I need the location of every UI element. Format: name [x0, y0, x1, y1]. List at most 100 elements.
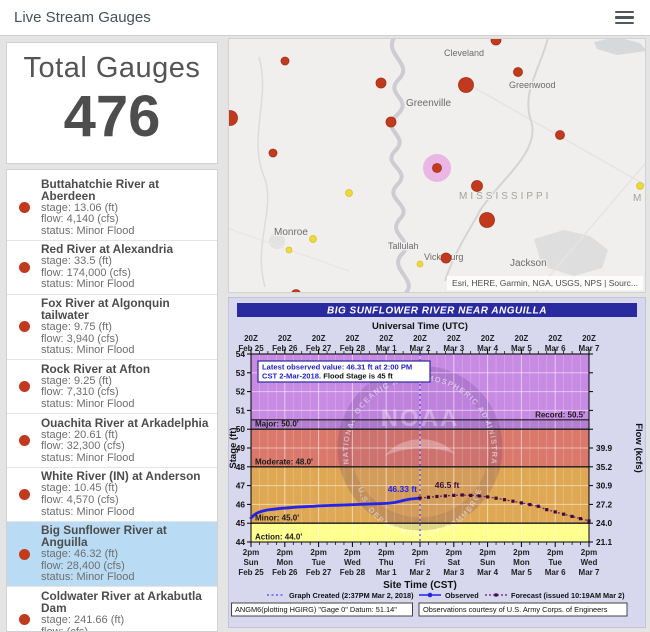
- gauge-flow: flow: 4,140 (cfs): [41, 213, 119, 226]
- gauge-status: status: Minor Flood: [41, 278, 135, 291]
- svg-text:Mar 1: Mar 1: [376, 344, 397, 353]
- gauge-status: status: Minor Flood: [41, 571, 135, 584]
- gauge-flow: flow: 28,400 (cfs): [41, 559, 125, 572]
- gauge-name: Rock River at Afton: [41, 361, 151, 376]
- gauge-list-item[interactable]: Ouachita River at Arkadelphia stage: 20.…: [7, 414, 217, 468]
- svg-text:CST 2-Mar-2018. Flood Stage is: CST 2-Mar-2018. Flood Stage is 45 ft: [262, 372, 393, 381]
- gauge-dot[interactable]: [309, 235, 317, 243]
- svg-text:2pm: 2pm: [344, 548, 360, 557]
- gauge-dot[interactable]: [280, 56, 290, 66]
- svg-text:Feb 28: Feb 28: [340, 568, 366, 577]
- gauge-flow: flow: (cfs): [41, 625, 89, 632]
- svg-text:Mar 4: Mar 4: [477, 344, 498, 353]
- map-label: Cleveland: [444, 48, 484, 58]
- svg-text:20Z: 20Z: [312, 334, 326, 343]
- svg-text:20Z: 20Z: [346, 334, 360, 343]
- gauge-dot[interactable]: [432, 163, 442, 173]
- gauge-status: status: Minor Flood: [41, 505, 135, 518]
- svg-text:20Z: 20Z: [481, 334, 495, 343]
- svg-text:35.2: 35.2: [596, 462, 613, 472]
- svg-text:20Z: 20Z: [582, 334, 596, 343]
- svg-text:2pm: 2pm: [243, 548, 259, 557]
- svg-text:39.9: 39.9: [596, 443, 613, 453]
- svg-text:Major: 50.0': Major: 50.0': [255, 420, 299, 429]
- map-canvas[interactable]: Cleveland Greenwood Greenville MISSISSIPPI M…: [229, 39, 646, 293]
- gauge-list-item[interactable]: Buttahatchie River at Aberdeen stage: 13…: [7, 175, 217, 241]
- gauge-list-item[interactable]: Red River at Alexandria stage: 33.5 (ft)…: [7, 241, 217, 295]
- hamburger-menu-icon[interactable]: [613, 7, 636, 29]
- svg-text:47: 47: [236, 481, 246, 491]
- gauge-dot[interactable]: [285, 246, 293, 254]
- gauge-status: status: Minor Flood: [41, 398, 135, 411]
- map-panel[interactable]: Cleveland Greenwood Greenville MISSISSIPPI M…: [228, 38, 646, 293]
- chart-top-axis-title: Universal Time (UTC): [372, 321, 468, 332]
- chart-bottom-axis-title: Site Time (CST): [383, 580, 457, 591]
- gauge-dot[interactable]: [416, 260, 424, 268]
- svg-text:2pm: 2pm: [513, 548, 529, 557]
- gauge-dot[interactable]: [471, 180, 483, 192]
- gauge-stage: stage: 20.61 (ft): [41, 428, 119, 441]
- gauge-dot[interactable]: [291, 289, 301, 294]
- svg-text:Mar 5: Mar 5: [511, 568, 532, 577]
- svg-text:Graph Created (2:37PM Mar 2, 2: Graph Created (2:37PM Mar 2, 2018): [289, 591, 414, 600]
- status-dot-icon: [18, 614, 30, 626]
- gauge-dot[interactable]: [375, 77, 387, 89]
- gauge-status: status: Minor Flood: [41, 451, 135, 464]
- gauge-list-item[interactable]: Rock River at Afton stage: 9.25 (ft) flo…: [7, 360, 217, 415]
- svg-text:Action: 44.0': Action: 44.0': [255, 533, 302, 542]
- gauge-dot[interactable]: [636, 182, 644, 190]
- map-gauge-dots: [229, 39, 644, 294]
- chart-footer: ANGM6(plotting HGIRG) "Gage 0" Datum: 51…: [231, 602, 628, 617]
- status-dot-icon: [18, 321, 30, 333]
- svg-text:Feb 27: Feb 27: [306, 344, 332, 353]
- total-gauges-value: 476: [63, 84, 161, 149]
- gauge-list-item[interactable]: White River (IN) at Anderson stage: 10.4…: [7, 468, 217, 522]
- stage-axis-title: Stage (ft): [229, 427, 239, 468]
- svg-text:20Z: 20Z: [379, 334, 393, 343]
- gauge-dot[interactable]: [385, 116, 397, 128]
- svg-text:2pm: 2pm: [378, 548, 394, 557]
- gauge-dot[interactable]: [229, 110, 238, 126]
- gauge-name: Red River at Alexandria: [41, 242, 174, 257]
- chart-title: BIG SUNFLOWER RIVER NEAR ANGUILLA: [327, 306, 547, 317]
- gauge-stage: stage: 9.75 (ft): [41, 321, 112, 334]
- hydrograph-panel: BIG SUNFLOWER RIVER NEAR ANGUILLA Univers…: [228, 297, 646, 628]
- gauge-dot[interactable]: [490, 39, 502, 46]
- gauge-dot[interactable]: [555, 130, 565, 140]
- gauge-dot[interactable]: [513, 67, 523, 77]
- gauge-status: status: Minor Flood: [41, 224, 135, 237]
- svg-text:Mon: Mon: [513, 558, 530, 567]
- gauge-dot[interactable]: [458, 77, 474, 93]
- gauge-dot[interactable]: [345, 189, 353, 197]
- svg-text:Mar 4: Mar 4: [477, 568, 498, 577]
- app-title: Live Stream Gauges: [14, 9, 151, 26]
- gauge-list-item[interactable]: Big Sunflower River at Anguilla stage: 4…: [7, 521, 217, 588]
- latest-observed-annotation: Latest observed value: 46.31 ft at 2:00 …: [257, 360, 431, 383]
- svg-text:Mar 2: Mar 2: [410, 344, 431, 353]
- svg-text:20Z: 20Z: [515, 334, 529, 343]
- gauge-dot[interactable]: [268, 148, 278, 158]
- svg-text:Feb 26: Feb 26: [272, 344, 298, 353]
- status-dot-icon: [18, 261, 30, 273]
- svg-text:20Z: 20Z: [278, 334, 292, 343]
- svg-text:Thu: Thu: [379, 558, 394, 567]
- svg-text:45: 45: [236, 518, 246, 528]
- svg-text:20Z: 20Z: [244, 334, 258, 343]
- gauge-dot[interactable]: [479, 212, 495, 228]
- gauge-stage: stage: 10.45 (ft): [41, 482, 119, 495]
- svg-text:48: 48: [236, 462, 246, 472]
- observed-value-label: 46.33 ft: [388, 484, 417, 494]
- status-dot-icon: [18, 548, 30, 560]
- svg-text:46: 46: [236, 499, 246, 509]
- gauge-list-item[interactable]: Fox River at Algonquin tailwater stage: …: [7, 295, 217, 361]
- gauge-list-item[interactable]: Coldwater River at Arkabutla Dam stage: …: [7, 587, 217, 632]
- svg-text:Record: 50.5': Record: 50.5': [535, 410, 585, 419]
- gauge-stage: stage: 46.32 (ft): [41, 548, 119, 561]
- map-label: Monroe: [274, 227, 308, 238]
- observations-credit-note: Observations courtesy of U.S. Army Corps…: [423, 605, 608, 614]
- svg-text:2pm: 2pm: [547, 548, 563, 557]
- svg-text:54: 54: [236, 349, 246, 359]
- svg-text:Feb 26: Feb 26: [272, 568, 298, 577]
- svg-text:Mar 3: Mar 3: [443, 344, 464, 353]
- gauge-dot[interactable]: [440, 252, 452, 264]
